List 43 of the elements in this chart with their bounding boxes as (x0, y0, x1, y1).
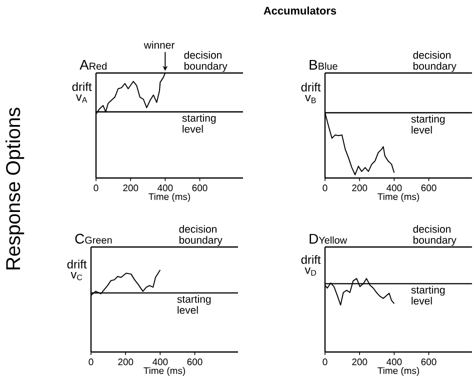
y-axis-title: drift v$_{B}$ (301, 82, 321, 104)
legend-label: decision boundary (184, 51, 228, 72)
y-axis-title: drift v$_{C}$ (67, 260, 87, 280)
x-tick-label: 400 (158, 184, 173, 192)
x-tick-label: 200 (352, 184, 368, 192)
ref-line-label: decision boundary (413, 225, 456, 246)
x-axis-title: Time (ms) (148, 193, 190, 202)
x-tick-label: 0 (322, 184, 328, 192)
ref-line-label: starting level (182, 114, 216, 133)
x-tick-label: 200 (352, 358, 368, 366)
x-tick-label: 600 (421, 358, 436, 366)
x-tick-label: 600 (192, 184, 208, 192)
x-tick-label: 0 (94, 184, 98, 192)
x-tick-label: 200 (118, 358, 134, 366)
ref-line-label: starting level (177, 295, 211, 314)
chart-title: A (80, 60, 89, 70)
text: Response Options (6, 108, 24, 270)
text: Accumulators (264, 6, 336, 15)
chart-subtitle: Green (85, 236, 112, 244)
x-axis-title: Time (ms) (144, 367, 186, 376)
chart-subtitle: Blue (318, 62, 338, 70)
chart-subtitle: Red (90, 62, 107, 70)
y-axis-title: drift v$_{A}$ (72, 82, 92, 103)
y-axis-title: drift v$_{D}$ (301, 255, 321, 276)
x-tick-label: 0 (322, 358, 328, 366)
x-tick-label: 400 (152, 358, 168, 366)
x-tick-label: 0 (88, 358, 94, 366)
x-axis-title: Time (ms) (378, 367, 420, 376)
ref-line-label: starting level (411, 286, 445, 305)
chart-title: C (75, 234, 84, 244)
x-axis-title: Time (ms) (378, 193, 420, 202)
ref-line-label: decision boundary (413, 51, 456, 72)
x-tick-label: 600 (421, 184, 436, 192)
x-tick-label: 400 (386, 358, 402, 366)
x-tick-label: 600 (187, 358, 202, 366)
ref-line-label: decision boundary (179, 225, 222, 246)
x-tick-label: 400 (386, 184, 402, 192)
chart-title: D (310, 234, 318, 244)
ref-line-label: starting level (411, 114, 445, 134)
chart-title: B (310, 60, 318, 70)
chart-subtitle: Yellow (318, 236, 348, 244)
annotation: winner (144, 41, 175, 49)
x-tick-label: 200 (123, 184, 138, 192)
